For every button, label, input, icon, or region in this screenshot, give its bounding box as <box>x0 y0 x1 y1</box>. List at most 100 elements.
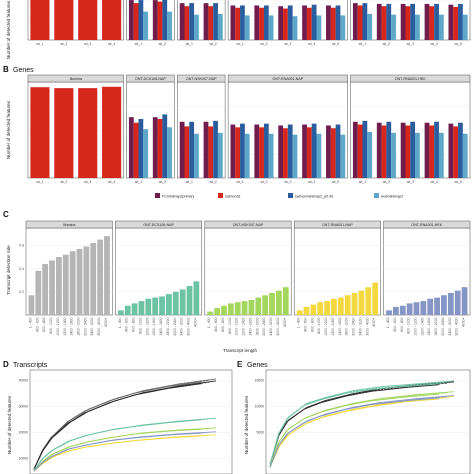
panel-b-facet: Illumina wt_1 wt_2 wt_3 wt_4 <box>27 74 124 184</box>
panel-a-x-tick: wt_2 <box>159 42 166 46</box>
panel-b-facet-label: ONT-NSK007-NAP <box>186 77 217 81</box>
panel-a-bar <box>415 14 420 40</box>
panel-a-bar <box>143 11 149 40</box>
panel-c-x-tick: 1200 - 1400 <box>420 317 424 335</box>
panel-a-bar <box>167 11 172 40</box>
panel-c-bar <box>159 296 165 315</box>
panel-c-bar <box>234 302 241 315</box>
panel-c-x-tick: 2400 - 3000 <box>358 317 362 335</box>
panel-c-x-tick: 800 - 1000 <box>228 317 232 333</box>
panel-c-facet: ONT-DCS108-NAP 1 - 400 400 - 600 600 - 800 8… <box>115 220 203 336</box>
panel-c-x-tick: 800 - 1000 <box>317 317 321 333</box>
panel-a-bar <box>326 5 331 41</box>
panel-c-facet: ONT-RNA001-HEK 1 - 400 400 - 600 600 - 800 8… <box>383 220 471 336</box>
panel-b-bar <box>259 127 264 178</box>
panel-c-x-tick: 1000 - 1200 <box>56 317 60 335</box>
panel-c-bar <box>193 281 200 315</box>
panel-b-ylabel: Number of detected features <box>6 100 11 159</box>
panel-a-bar <box>448 4 454 40</box>
panel-c-x-tick: 2400 - 3000 <box>448 317 452 335</box>
panel-b-x-tick: wt_3 <box>284 180 291 184</box>
panel-c-x-tick: 1400 - 1600 <box>248 317 252 335</box>
panel-a-x-tick: wt_1 <box>236 42 243 46</box>
legend-label: salmon31 <box>225 194 241 198</box>
panel-c-bar <box>310 304 317 315</box>
panel-b-bar <box>381 125 387 178</box>
panel-d: D Transcripts Number of detected feature… <box>3 360 233 474</box>
panel-d-y-tick: 20000 <box>19 431 29 435</box>
panel-c-x-tick: 2000 - 2400 <box>173 317 177 335</box>
panel-c-bar <box>427 298 434 315</box>
panel-c-bar <box>28 295 35 315</box>
panel-c-facet: ONT-NSK007-NAP 1 - 400 400 - 600 600 - 800 8… <box>204 220 292 336</box>
panel-b-title: Genes <box>13 67 34 74</box>
panel-c-facet-label: ONT-RNA001-NAP <box>322 223 353 227</box>
panel-b-bar <box>278 125 284 178</box>
panel-c-bar <box>420 301 427 315</box>
panel-c-x-tick: 1 - 400 <box>207 317 211 328</box>
panel-b-x-tick: wt_1 <box>359 180 366 184</box>
panel-a-bar <box>410 3 416 41</box>
panel-c-x-tick: 4000+ <box>104 317 108 327</box>
panel-b-bar <box>194 133 199 178</box>
panel-a-bar <box>259 7 264 41</box>
panel-c-x-tick: 1000 - 1200 <box>145 317 149 335</box>
panel-c-bar <box>276 290 282 315</box>
panel-c-x-tick: 3000 - 4000 <box>276 317 280 335</box>
panel-a-x-tick: wt_1 <box>135 42 142 46</box>
panel-b-bar <box>386 121 392 178</box>
panel-a-x-tick: wt_2 <box>260 42 267 46</box>
panel-a-bar <box>462 14 468 40</box>
panel-a-x-tick: wt_1 <box>186 42 193 46</box>
panel-c-bar <box>317 302 324 315</box>
panel-a-bar <box>429 6 435 40</box>
panel-b-bar <box>235 127 241 178</box>
panel-b-bar <box>357 124 363 178</box>
panel-b-bar <box>405 125 411 178</box>
panel-c-bar <box>344 295 351 315</box>
panel-c-bar <box>117 310 124 315</box>
panel-b-bar <box>78 88 98 178</box>
panel-a-bar <box>78 0 98 41</box>
panel-a-bar <box>376 3 382 41</box>
panel-b-bar <box>138 119 144 178</box>
panel-c-x-tick: 800 - 1000 <box>49 317 53 333</box>
panel-e-ylabel: Number of detected features <box>244 395 249 454</box>
panel-e-line <box>269 384 440 465</box>
panel-c-y-tick: 0.6 <box>19 244 24 248</box>
panel-c-x-tick: 4000+ <box>193 317 197 327</box>
panel-d-line <box>33 419 202 471</box>
panel-c-bar <box>207 311 214 315</box>
panel-b-bar <box>30 87 50 178</box>
panel-b-x-tick: wt_3 <box>84 180 91 184</box>
panel-b-facet: ONT-RNA001-NAP wt_1 wt_2 wt_3 wt_4 wt_5 <box>227 74 348 184</box>
panel-b-bar <box>128 117 134 178</box>
panel-b-facet: ONT-DCS108-NAP wt_1 wt_2 <box>126 74 175 184</box>
panel-d-line <box>33 435 202 472</box>
panel-a-bar <box>391 14 396 40</box>
panel-b-bar <box>189 121 195 178</box>
panel-b-facet-strip <box>27 74 124 83</box>
panel-a-bar <box>254 5 260 41</box>
panel-b-x-tick: wt_1 <box>186 180 193 184</box>
panel-a-x-tick: wt_5 <box>332 42 339 46</box>
panel-a-bar <box>453 6 459 41</box>
panel-a-facet: wt_1 wt_2 wt_3 wt_4 wt_5 <box>227 0 348 46</box>
panel-a-facet: wt_1 wt_2 wt_3 wt_4 wt_5 <box>350 0 471 46</box>
panel-a-facet: wt_1 wt_2 wt_3 wt_4 <box>27 0 124 46</box>
panel-a-bar <box>357 5 363 41</box>
panel-c-letter: C <box>3 210 9 219</box>
panel-c-facet-strip <box>383 220 471 229</box>
panel-a-x-tick: wt_3 <box>407 42 414 46</box>
panel-c-x-tick: 2400 - 3000 <box>90 317 94 335</box>
panel-b-x-tick: wt_4 <box>431 180 438 184</box>
panel-c-x-tick: 1 - 400 <box>118 317 122 328</box>
panel-c-bar <box>97 239 103 315</box>
panel-c-x-tick: 1600 - 2000 <box>77 317 81 335</box>
panel-b-x-tick: wt_2 <box>210 180 217 184</box>
panel-b-x-tick: wt_2 <box>383 180 390 184</box>
panel-a-bar <box>424 3 430 41</box>
panel-c-x-tick: 2000 - 2400 <box>441 317 445 335</box>
panel-a-bar <box>283 8 288 40</box>
panel-a-bar <box>316 15 322 40</box>
